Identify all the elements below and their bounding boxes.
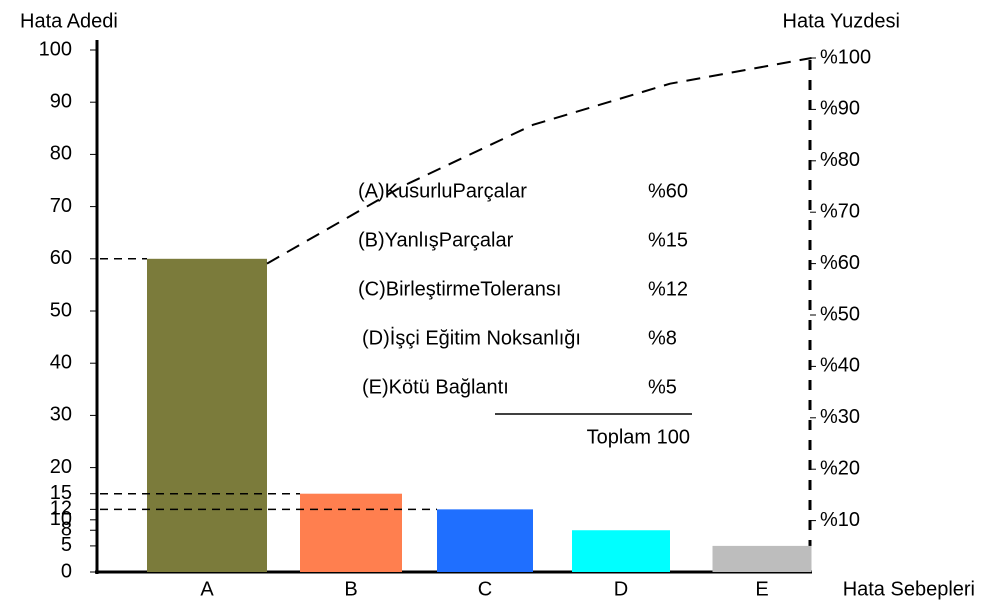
- bar: [437, 509, 533, 572]
- y-tick-label: 70: [50, 195, 72, 217]
- y2-tick-label: %60: [820, 252, 860, 274]
- info-percent: %15: [648, 229, 688, 251]
- info-percent: %60: [648, 180, 688, 202]
- y-tick-label: 40: [50, 351, 72, 373]
- y-tick-label: 50: [50, 299, 72, 321]
- y2-tick-label: %80: [820, 149, 860, 171]
- y-tick-label: 8: [61, 519, 72, 541]
- y-tick-label: 80: [50, 143, 72, 165]
- info-percent: %12: [648, 278, 688, 300]
- info-label: (E)Kötü Bağlantı: [362, 376, 509, 398]
- y2-tick-label: %40: [820, 355, 860, 377]
- info-label: (D)İşçi Eğitim Noksanlığı: [362, 326, 581, 349]
- y2-tick-label: %90: [820, 98, 860, 120]
- y2-axis-title: Hata Yuzdesi: [783, 10, 901, 32]
- y-tick-label: 90: [50, 90, 72, 112]
- x-tick-label: A: [200, 578, 214, 600]
- info-percent: %5: [648, 376, 677, 398]
- x-tick-label: B: [344, 578, 357, 600]
- bar: [300, 493, 402, 572]
- y-tick-label: 60: [50, 247, 72, 269]
- y-tick-label: 100: [39, 38, 72, 60]
- y-tick-label: 30: [50, 404, 72, 426]
- bar: [572, 530, 670, 572]
- bar: [147, 258, 267, 572]
- info-percent: %8: [648, 327, 677, 349]
- y2-tick-label: %10: [820, 509, 860, 531]
- info-label: (C)BirleştirmeToleransı: [358, 278, 561, 300]
- x-tick-label: C: [478, 578, 492, 600]
- y2-tick-label: %50: [820, 303, 860, 325]
- y2-tick-label: %70: [820, 200, 860, 222]
- cumulative-line: [266, 57, 812, 265]
- y2-tick-label: %100: [820, 46, 871, 68]
- x-tick-label: E: [755, 578, 768, 600]
- x-tick-label: D: [614, 578, 628, 600]
- y-tick-label: 10: [50, 508, 72, 530]
- info-total: Toplam 100: [587, 426, 690, 448]
- y2-tick-label: %20: [820, 457, 860, 479]
- bar: [712, 545, 812, 572]
- y2-tick-label: %30: [820, 406, 860, 428]
- y-tick-label: 15: [50, 482, 72, 504]
- info-label: (B)YanlışParçalar: [358, 229, 514, 251]
- y-axis-title: Hata Adedi: [20, 10, 118, 32]
- y-tick-label: 20: [50, 456, 72, 478]
- info-label: (A)KusurluParçalar: [358, 180, 527, 202]
- x-axis-title: Hata Sebepleri: [843, 578, 975, 600]
- y-tick-label: 12: [50, 498, 72, 520]
- y-tick-label: 5: [61, 534, 72, 556]
- y-tick-label: 0: [61, 560, 72, 582]
